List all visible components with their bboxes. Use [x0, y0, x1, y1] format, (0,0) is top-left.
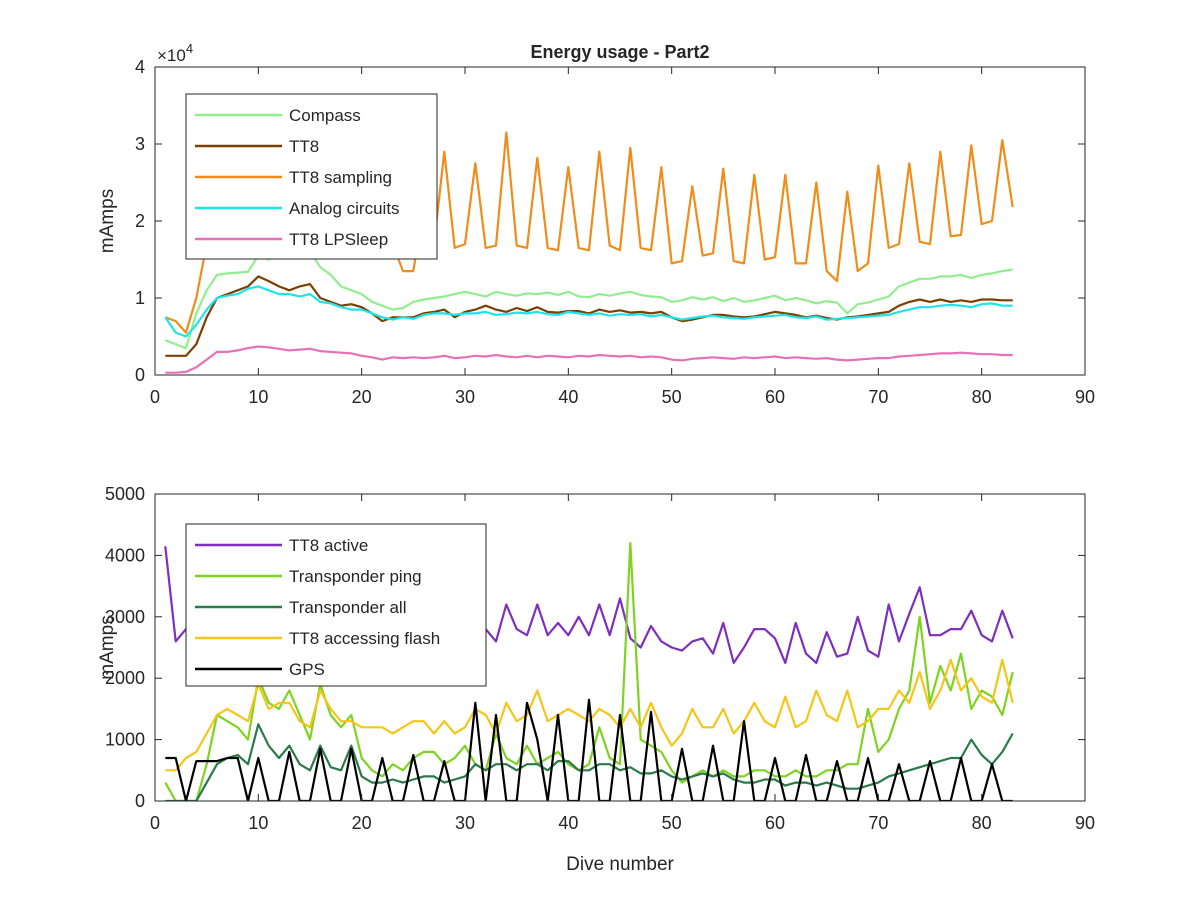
- legend-label: TT8 accessing flash: [289, 629, 440, 648]
- x-tick-label: 50: [662, 813, 682, 833]
- x-tick-label: 40: [558, 387, 578, 407]
- x-tick-label: 90: [1075, 813, 1095, 833]
- chart-title: Energy usage - Part2: [530, 42, 709, 62]
- y-axis-label: mAmps: [97, 615, 118, 679]
- legend-label: Transponder ping: [289, 567, 422, 586]
- legend-box: [185, 523, 487, 687]
- x-tick-label: 30: [455, 387, 475, 407]
- axes-box: [154, 493, 1086, 802]
- series-line: [164, 541, 1014, 801]
- y-tick-label: 4: [135, 57, 145, 77]
- legend-label: TT8 LPSleep: [289, 230, 388, 249]
- x-tick-label: 60: [765, 387, 785, 407]
- series-line: [165, 658, 1014, 772]
- y-tick-label: 1000: [105, 730, 145, 750]
- series-line: [165, 345, 1013, 374]
- y-tick-label: 1: [135, 288, 145, 308]
- legend-label: Transponder all: [289, 598, 407, 617]
- series-line: [165, 275, 1013, 357]
- legend-label: TT8: [289, 137, 319, 156]
- x-tick-label: 70: [868, 813, 888, 833]
- x-tick-label: 10: [248, 387, 268, 407]
- x-tick-label: 40: [558, 813, 578, 833]
- x-tick-label: 80: [972, 813, 992, 833]
- legend-label: GPS: [289, 660, 325, 679]
- x-tick-label: 20: [352, 813, 372, 833]
- x-tick-label: 0: [150, 813, 160, 833]
- x-tick-label: 10: [248, 813, 268, 833]
- legend: TT8 active Transponder ping Transponder al…: [185, 523, 487, 687]
- x-tick-label: 90: [1075, 387, 1095, 407]
- y-tick-label: 3: [135, 134, 145, 154]
- x-tick-label: 0: [150, 387, 160, 407]
- x-axis-label: Dive number: [566, 854, 674, 875]
- chart-2: 0 10 20 30 40 50 60 70 80 90 0 1000 2000 3000 4000 5000…: [97, 484, 1095, 875]
- x-tick-label: 60: [765, 813, 785, 833]
- y-tick-label: 3000: [105, 607, 145, 627]
- y-tick-label: 2000: [105, 668, 145, 688]
- legend-label: TT8 sampling: [289, 168, 392, 187]
- x-tick-label: 30: [455, 813, 475, 833]
- series-line: [165, 698, 1013, 801]
- y-tick-label: 0: [135, 791, 145, 811]
- legend-label: Analog circuits: [289, 199, 400, 218]
- y-exponent-label: ×104: [157, 41, 193, 65]
- y-axis-label: mAmps: [97, 189, 118, 253]
- y-tick-label: 0: [135, 365, 145, 385]
- y-tick-label: 5000: [105, 484, 145, 504]
- series-line: [164, 285, 1013, 338]
- legend-label: TT8 active: [289, 536, 368, 555]
- y-tick-label: 2: [135, 211, 145, 231]
- series-line: [165, 723, 1014, 801]
- chart-1: 0 10 20 30 40 50 60 70 80 90 0 1 2 3 4 ×104 mAmps Compass…: [97, 41, 1095, 407]
- x-tick-label: 70: [868, 387, 888, 407]
- x-tick-label: 20: [352, 387, 372, 407]
- legend-label: Compass: [289, 106, 361, 125]
- legend: Compass TT8 TT8 sampling Analog circuits TT8…: [185, 93, 438, 260]
- x-tick-label: 50: [662, 387, 682, 407]
- y-tick-label: 4000: [105, 545, 145, 565]
- x-tick-label: 80: [972, 387, 992, 407]
